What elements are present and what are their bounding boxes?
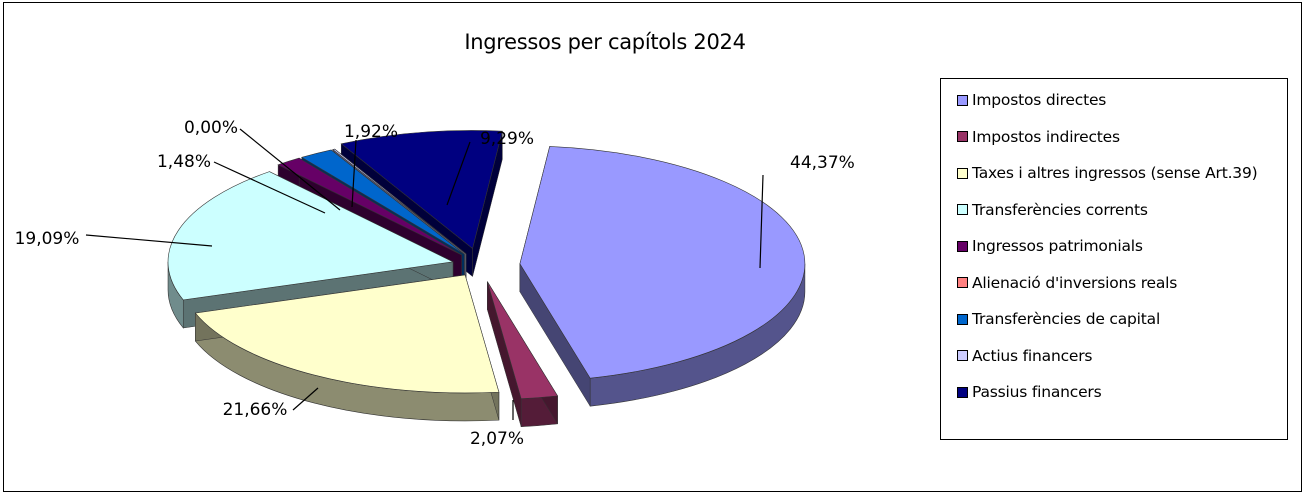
- legend-item-2: Taxes i altres ingressos (sense Art.39): [957, 162, 1258, 184]
- pie-slice-3: [167, 171, 455, 329]
- legend-swatch-3: [957, 204, 968, 215]
- pie-slice-top-0: [519, 146, 806, 379]
- leader-line-6: [351, 139, 357, 208]
- data-label-8: 9,29%: [480, 129, 534, 149]
- legend-swatch-1: [957, 131, 968, 142]
- legend-swatch-2: [957, 167, 968, 179]
- legend-label-3: Transferències corrents: [972, 200, 1148, 219]
- pie-slice-2: [194, 274, 500, 422]
- data-label-6: 1,92%: [344, 122, 398, 142]
- pie-slice-top-3: [167, 171, 455, 301]
- leader-line-0: [759, 174, 764, 269]
- legend-label-5: Alienació d'inversions reals: [972, 273, 1178, 292]
- legend-swatch-5: [957, 277, 968, 288]
- data-label-1: 2,07%: [470, 429, 524, 449]
- legend-label-6: Transferències de capital: [972, 310, 1161, 328]
- leader-line-5: [239, 128, 341, 211]
- chart-legend: Impostos directes Impostos indirectes Taxe…: [940, 78, 1288, 440]
- data-label-2: 21,66%: [223, 400, 288, 420]
- legend-label-8: Passius financers: [972, 383, 1102, 401]
- data-label-5: 0,00%: [184, 118, 238, 138]
- legend-item-8: Passius financers: [957, 381, 1102, 403]
- leader-line-4: [213, 161, 326, 214]
- legend-item-7: Actius financers: [957, 345, 1092, 367]
- legend-label-7: Actius financers: [972, 346, 1093, 365]
- legend-swatch-0: [957, 94, 968, 106]
- legend-item-0: Impostos directes: [957, 89, 1106, 111]
- legend-swatch-4: [957, 240, 968, 252]
- legend-label-0: Impostos directes: [972, 91, 1107, 109]
- data-label-3: 19,09%: [15, 229, 80, 249]
- pie-slice-0: [519, 146, 806, 408]
- pie-slice-top-8: [340, 130, 503, 250]
- legend-swatch-6: [957, 313, 968, 325]
- legend-item-3: Transferències corrents: [957, 199, 1148, 221]
- pie-slice-1: [487, 280, 559, 427]
- pie-slice-top-2: [194, 274, 500, 394]
- legend-item-4: Ingressos patrimonials: [957, 235, 1143, 257]
- legend-item-5: Alienació d'inversions reals: [957, 272, 1177, 294]
- pie-slice-top-1: [487, 281, 559, 399]
- pie-slice-top-6: [301, 149, 465, 255]
- legend-label-4: Ingressos patrimonials: [972, 237, 1143, 255]
- legend-item-6: Transferències de capital: [957, 308, 1160, 330]
- leader-line-2: [292, 387, 319, 411]
- data-label-0: 44,37%: [790, 153, 855, 173]
- leader-line-3: [85, 234, 213, 247]
- legend-label-1: Impostos indirectes: [972, 127, 1120, 146]
- leader-line-8: [446, 141, 471, 206]
- legend-label-2: Taxes i altres ingressos (sense Art.39): [972, 164, 1258, 182]
- legend-item-1: Impostos indirectes: [957, 126, 1120, 148]
- pie-slice-top-7: [332, 148, 467, 255]
- legend-swatch-8: [957, 386, 968, 398]
- data-label-4: 1,48%: [157, 152, 211, 172]
- chart-title: Ingressos per capítols 2024: [464, 30, 746, 54]
- legend-swatch-7: [957, 350, 968, 361]
- pie-slice-top-4: [277, 157, 462, 256]
